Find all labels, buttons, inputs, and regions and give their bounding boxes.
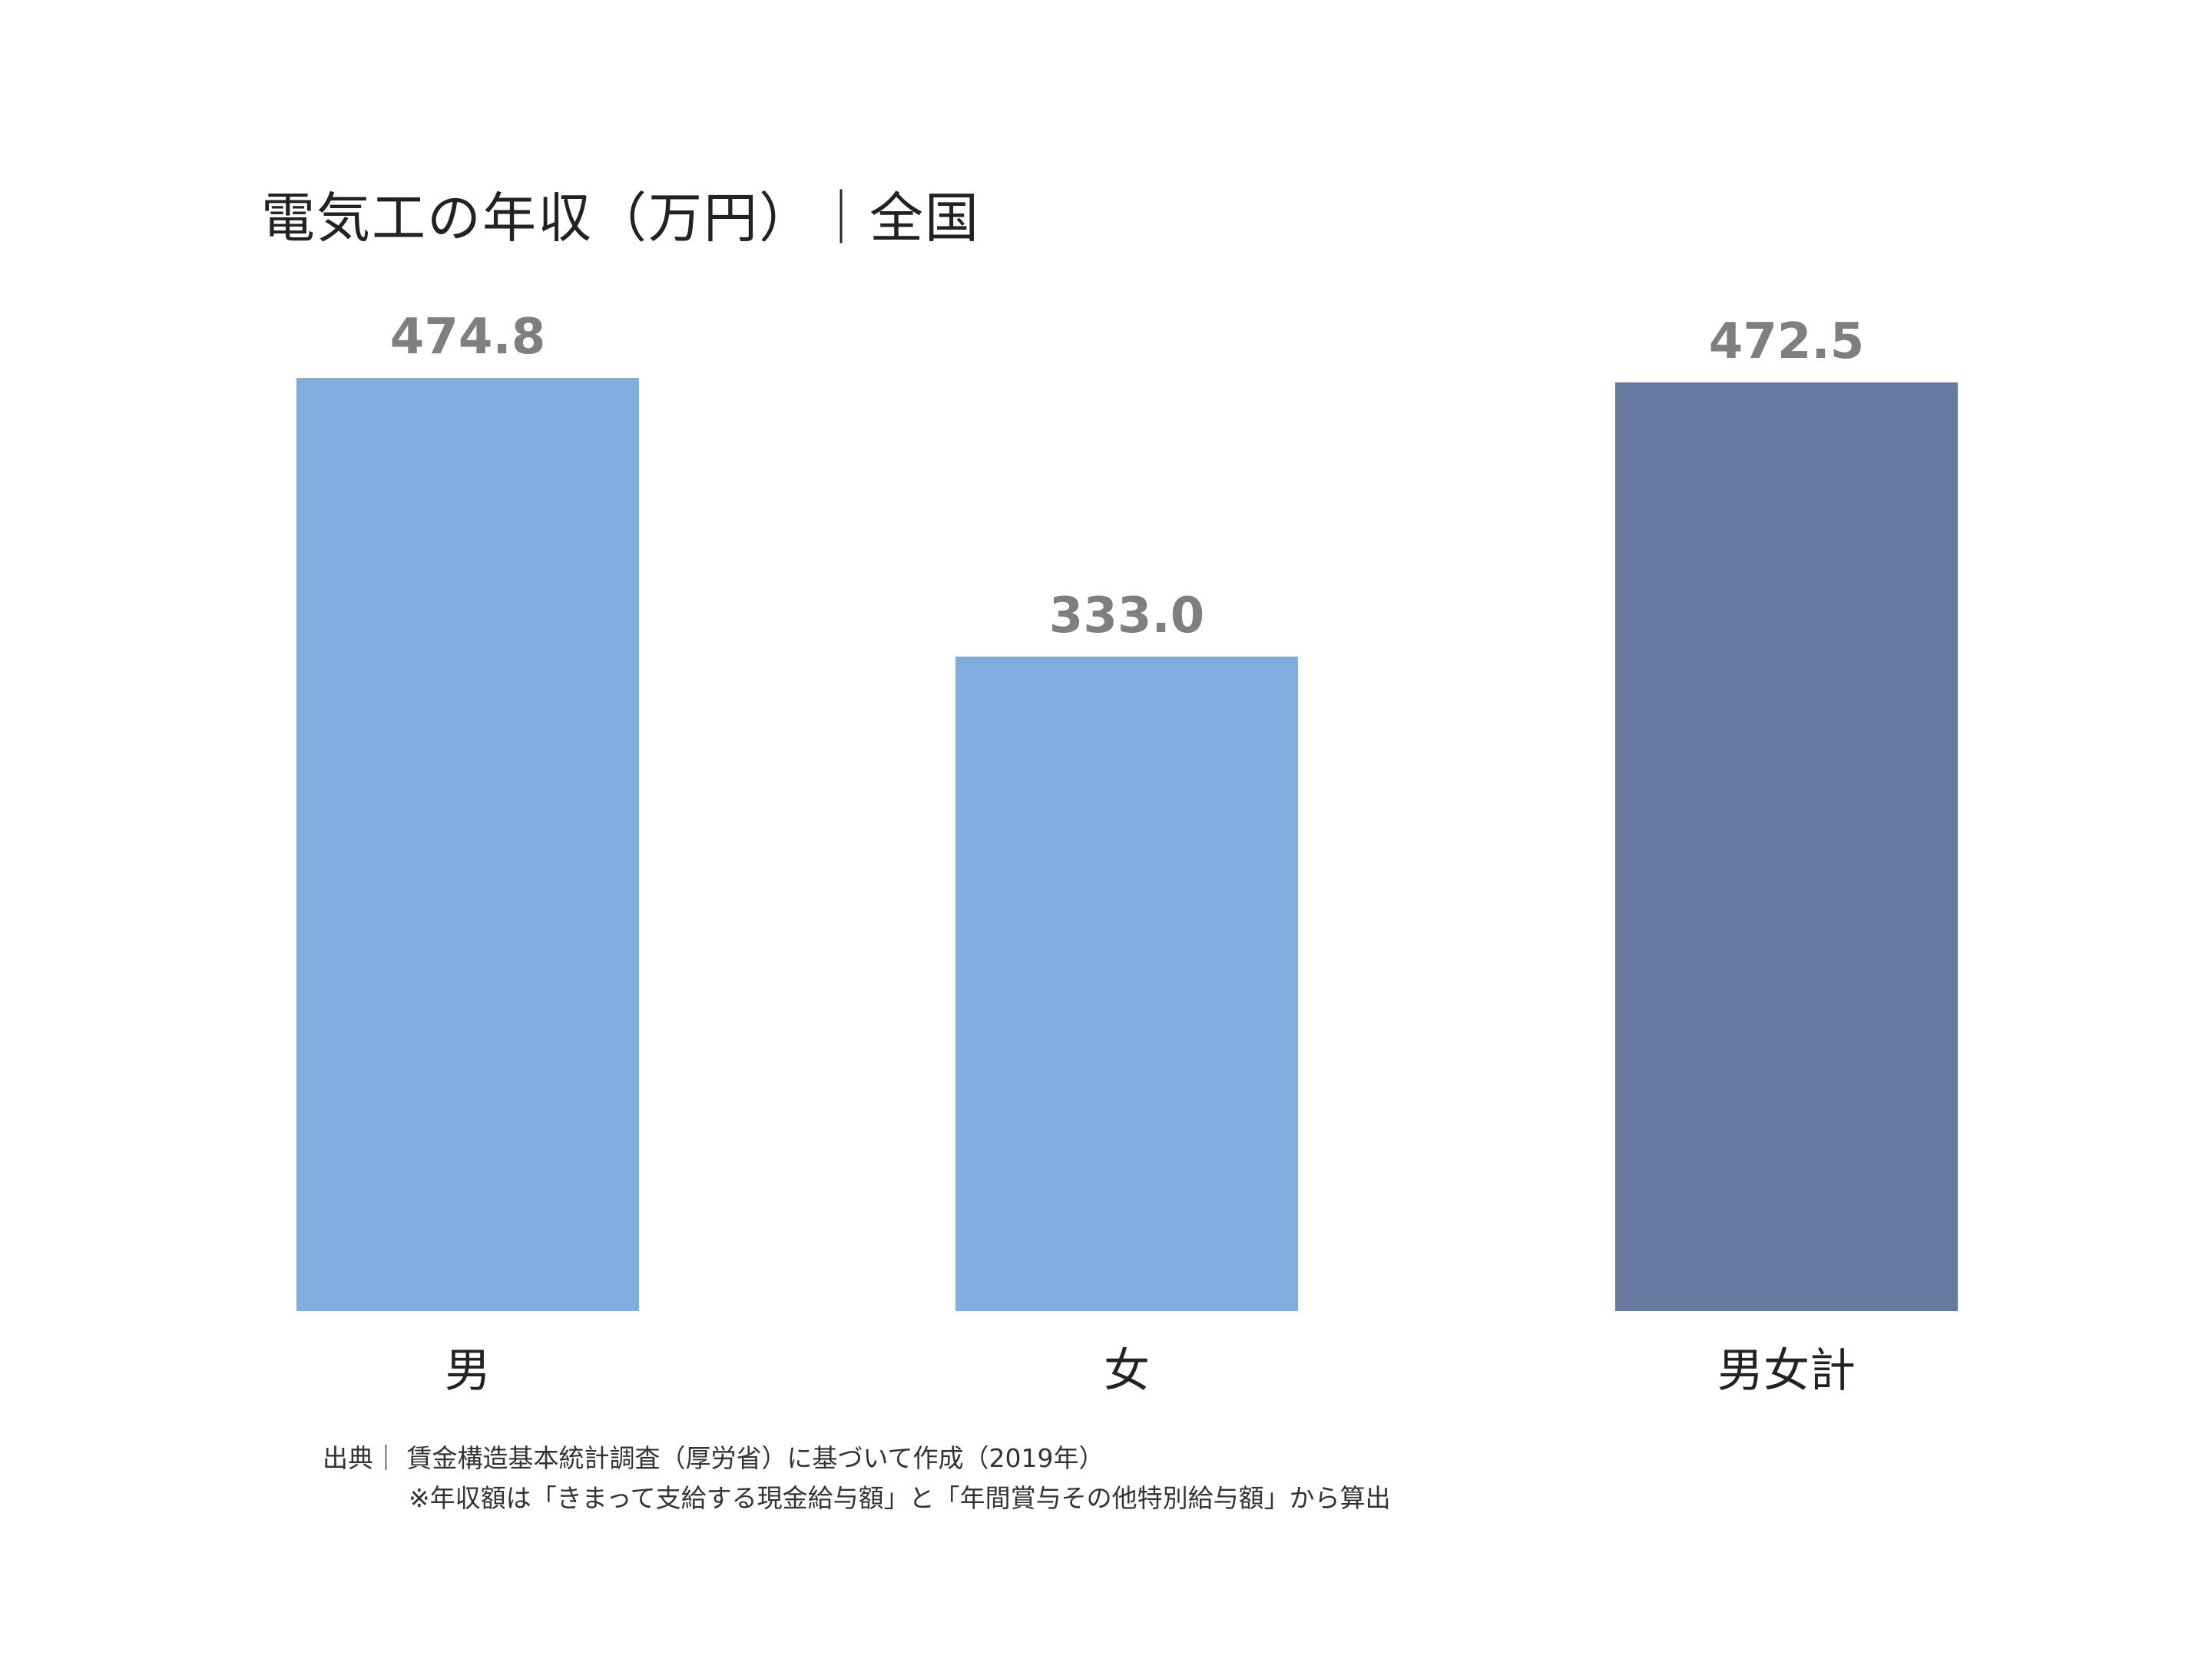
bar-value-label: 474.8 — [390, 309, 545, 366]
bar-value-label: 333.0 — [1049, 588, 1204, 644]
category-label: 女 — [1104, 1344, 1150, 1398]
chart-title: 電気工の年収（万円）｜全国 — [261, 187, 980, 250]
bar-1 — [296, 378, 639, 1311]
bar-3 — [1615, 382, 1958, 1312]
category-label: 男女計 — [1717, 1344, 1856, 1398]
bar-2 — [955, 656, 1298, 1311]
source-note: 出典｜ 賃金構造基本統計調査（厚労省）に基づいて作成（2019年） — [323, 1443, 1104, 1473]
bar-value-label: 472.5 — [1709, 313, 1864, 370]
calculation-note: ※年収額は「きまって支給する現金給与額」と「年間賞与その他特別給与額」から算出 — [409, 1483, 1391, 1513]
category-label: 男 — [445, 1344, 491, 1398]
